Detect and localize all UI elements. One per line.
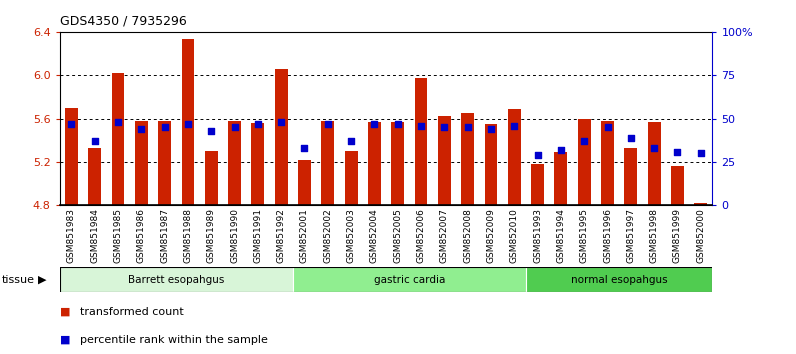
- Point: [88, 138, 101, 144]
- Point: [65, 121, 78, 127]
- Text: GSM852008: GSM852008: [463, 209, 472, 263]
- Point: [531, 152, 544, 158]
- Text: GSM852000: GSM852000: [696, 209, 705, 263]
- Bar: [531, 164, 544, 205]
- Text: GSM851999: GSM851999: [673, 209, 682, 263]
- Text: GSM851993: GSM851993: [533, 209, 542, 263]
- Bar: [578, 119, 591, 205]
- Text: Barrett esopahgus: Barrett esopahgus: [128, 275, 224, 285]
- Point: [578, 138, 591, 144]
- Bar: [181, 39, 194, 205]
- Point: [135, 126, 148, 132]
- Text: percentile rank within the sample: percentile rank within the sample: [80, 335, 267, 345]
- Bar: [205, 151, 217, 205]
- Point: [111, 119, 124, 125]
- Bar: [293, 267, 526, 292]
- Point: [228, 124, 241, 130]
- Point: [322, 121, 334, 127]
- Point: [158, 124, 171, 130]
- Bar: [252, 123, 264, 205]
- Bar: [415, 79, 427, 205]
- Text: GSM851987: GSM851987: [160, 209, 169, 263]
- Text: transformed count: transformed count: [80, 307, 183, 316]
- Text: GSM851990: GSM851990: [230, 209, 239, 263]
- Bar: [60, 267, 293, 292]
- Bar: [65, 108, 78, 205]
- Point: [671, 149, 684, 154]
- Text: GSM851983: GSM851983: [67, 209, 76, 263]
- Point: [461, 124, 474, 130]
- Point: [694, 150, 707, 156]
- Bar: [694, 203, 707, 205]
- Point: [415, 123, 427, 129]
- Text: GSM851995: GSM851995: [579, 209, 589, 263]
- Text: ■: ■: [60, 307, 70, 316]
- Text: GSM852007: GSM852007: [440, 209, 449, 263]
- Point: [275, 119, 287, 125]
- Bar: [555, 152, 568, 205]
- Text: GSM852002: GSM852002: [323, 209, 332, 263]
- Text: GSM852009: GSM852009: [486, 209, 495, 263]
- Text: GSM852005: GSM852005: [393, 209, 402, 263]
- Point: [392, 121, 404, 127]
- Point: [485, 126, 498, 132]
- Text: GSM851984: GSM851984: [90, 209, 100, 263]
- Point: [205, 128, 217, 133]
- Bar: [298, 160, 311, 205]
- Text: GSM851991: GSM851991: [253, 209, 263, 263]
- Bar: [438, 116, 451, 205]
- Text: tissue: tissue: [2, 275, 34, 285]
- Point: [438, 124, 451, 130]
- Bar: [508, 109, 521, 205]
- Text: GSM851996: GSM851996: [603, 209, 612, 263]
- Bar: [228, 121, 241, 205]
- Text: GSM851997: GSM851997: [626, 209, 635, 263]
- Text: GSM852001: GSM852001: [300, 209, 309, 263]
- Point: [601, 124, 614, 130]
- Point: [252, 121, 264, 127]
- Bar: [368, 122, 380, 205]
- Text: GSM851985: GSM851985: [114, 209, 123, 263]
- Point: [648, 145, 661, 151]
- Text: GSM851986: GSM851986: [137, 209, 146, 263]
- Text: GSM852010: GSM852010: [509, 209, 519, 263]
- Bar: [158, 121, 171, 205]
- Text: GSM852003: GSM852003: [346, 209, 356, 263]
- Text: GSM851998: GSM851998: [650, 209, 658, 263]
- Bar: [322, 121, 334, 205]
- Bar: [461, 113, 474, 205]
- Bar: [526, 267, 712, 292]
- Point: [555, 147, 568, 153]
- Bar: [624, 148, 638, 205]
- Bar: [135, 121, 148, 205]
- Text: GSM851988: GSM851988: [183, 209, 193, 263]
- Point: [345, 138, 357, 144]
- Point: [508, 123, 521, 129]
- Text: ■: ■: [60, 335, 70, 345]
- Bar: [392, 122, 404, 205]
- Point: [368, 121, 380, 127]
- Bar: [485, 124, 498, 205]
- Text: GSM852006: GSM852006: [416, 209, 426, 263]
- Text: GSM851992: GSM851992: [277, 209, 286, 263]
- Bar: [111, 73, 124, 205]
- Text: GSM851989: GSM851989: [207, 209, 216, 263]
- Bar: [648, 122, 661, 205]
- Point: [298, 145, 310, 151]
- Bar: [601, 121, 614, 205]
- Bar: [88, 148, 101, 205]
- Bar: [345, 151, 357, 205]
- Point: [624, 135, 637, 141]
- Text: gastric cardia: gastric cardia: [373, 275, 445, 285]
- Bar: [671, 166, 684, 205]
- Text: GSM852004: GSM852004: [370, 209, 379, 263]
- Text: GSM851994: GSM851994: [556, 209, 565, 263]
- Text: GDS4350 / 7935296: GDS4350 / 7935296: [60, 14, 186, 27]
- Bar: [275, 69, 287, 205]
- Text: ▶: ▶: [38, 275, 47, 285]
- Point: [181, 121, 194, 127]
- Text: normal esopahgus: normal esopahgus: [571, 275, 668, 285]
